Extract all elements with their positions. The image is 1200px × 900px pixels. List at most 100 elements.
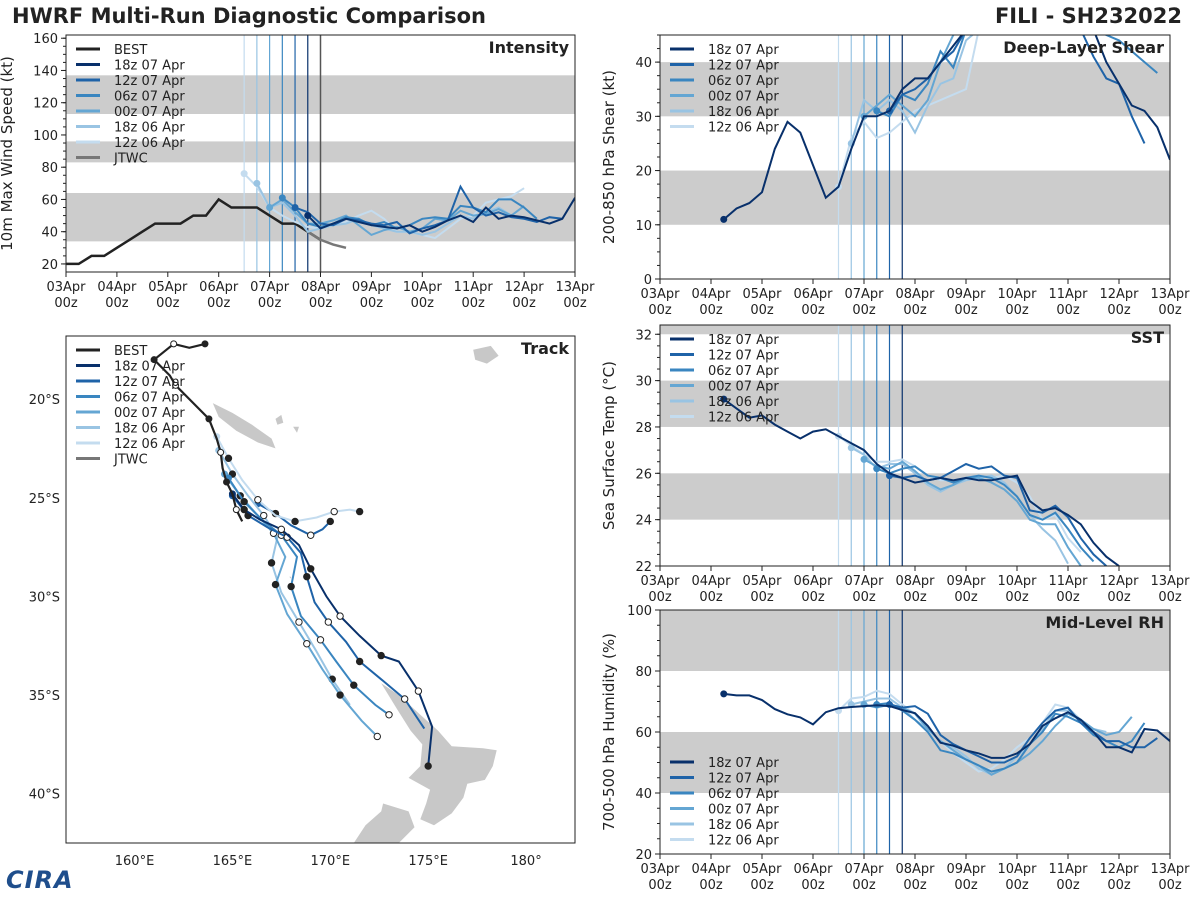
legend-label: 18z 07 Apr [708,333,779,348]
legend-label: 06z 07 Apr [708,364,779,379]
track-point [224,454,233,463]
y-tick-label: 160 [33,32,58,47]
x-tick-label: 00z [648,303,672,318]
series-start-point [873,465,881,473]
series-start-point [720,395,728,403]
track-point [355,657,364,666]
x-tick-label: 00z [750,878,774,893]
y-axis-label: 10m Max Wind Speed (kt) [0,56,16,251]
legend-label: 18z 07 Apr [708,43,779,58]
series-start-point [860,455,868,463]
track-line [231,493,434,767]
series-line [863,35,956,118]
best-line [66,197,322,266]
x-tick-label: 00z [852,303,876,318]
x-tick-label: 00z [648,590,672,605]
best-track-point [232,506,240,514]
legend-label: 18z 06 Apr [708,105,779,120]
x-tick-label: 11Apr [1048,287,1088,302]
track-point [385,711,393,719]
legend-label: 12z 06 Apr [708,121,779,136]
track-point [287,582,295,591]
x-tick-label: 12Apr [1099,862,1139,877]
x-tick-label: 10Apr [997,287,1037,302]
x-tick-label: 00z [801,303,825,318]
x-tick-label: 03Apr [640,287,680,302]
x-tick-label: 06Apr [793,862,833,877]
jtwc-line [307,230,347,250]
x-tick-label: 00z [512,296,536,311]
y-tick-label: 30°S [29,590,60,605]
x-tick-label: 00z [954,590,978,605]
x-tick-label: 13Apr [1150,287,1190,302]
x-tick-label: 00z [563,296,587,311]
track-point [336,691,344,699]
legend-label: 12z 06 Apr [708,411,779,426]
y-tick-label: 100 [33,129,58,144]
new-caledonia-land [212,403,276,449]
legend-label: 12z 07 Apr [114,375,185,390]
best-track-point [223,478,231,486]
y-tick-label: 30 [635,375,652,390]
x-tick-label: 06Apr [793,287,833,302]
y-tick-label: 30 [635,110,652,125]
x-tick-label: 13Apr [1150,574,1190,589]
legend-label: 18z 06 Apr [708,395,779,410]
y-tick-label: 24 [635,514,652,529]
track-point [254,496,262,504]
y-axis-label: 700-500 hPa Humidity (%) [600,633,618,831]
series-line [850,446,1069,565]
track-line [217,449,351,706]
x-tick-label: 09Apr [352,280,392,295]
y-axis-label: Sea Surface Temp (°C) [600,361,618,530]
track-point [303,640,311,648]
x-tick-label: 13Apr [1150,862,1190,877]
x-tick-label: 04Apr [691,574,731,589]
x-tick-label: 180° [510,854,541,869]
legend-label: 18z 07 Apr [114,59,185,74]
x-tick-label: 165°E [213,854,253,869]
panel-title: SST [1131,328,1164,347]
x-tick-label: 12Apr [505,280,545,295]
x-tick-label: 10Apr [997,574,1037,589]
x-tick-label: 00z [750,590,774,605]
figure-title: HWRF Multi-Run Diagnostic Comparison [12,4,487,28]
x-tick-label: 11Apr [1048,574,1088,589]
panel-title: Intensity [489,38,570,57]
y-tick-label: 80 [41,161,58,176]
legend-label: 12z 07 Apr [708,772,779,787]
best-track-line [152,342,244,522]
track-panel: 160°E 165°E 170°E 175°E 180° 20°S 25°S 30°S 35°S… [29,335,576,869]
x-tick-label: 00z [1005,590,1029,605]
series-line [876,465,1095,563]
x-tick-label: 09Apr [946,862,986,877]
threshold-band [660,473,1170,520]
shear-panel: 01020304003Apr00z04Apr00z05Apr00z06Apr00… [600,34,1190,318]
legend-label: 00z 07 Apr [114,406,185,421]
x-tick-label: 08Apr [895,287,935,302]
x-tick-label: 03Apr [640,574,680,589]
series-line [851,697,1107,776]
x-tick-label: 12Apr [1099,574,1139,589]
y-axis-label: 200-850 hPa Shear (kt) [600,70,618,244]
track-point [336,612,344,620]
x-tick-label: 00z [801,590,825,605]
legend-label: BEST [114,344,147,359]
y-tick-label: 20 [41,258,58,273]
y-tick-label: 60 [635,726,652,741]
y-tick-label: 28 [635,421,652,436]
x-tick-label: 00z [954,878,978,893]
y-tick-label: 120 [33,97,58,112]
x-tick-label: 160°E [115,854,155,869]
x-tick-label: 03Apr [640,862,680,877]
track-point [424,762,432,770]
legend-label: 00z 07 Apr [708,803,779,818]
x-tick-label: 10Apr [403,280,443,295]
legend-label: 06z 07 Apr [708,74,779,89]
series-line [723,35,1170,221]
x-tick-label: 11Apr [1048,862,1088,877]
x-tick-label: 00z [699,303,723,318]
y-tick-label: 0 [644,273,652,288]
